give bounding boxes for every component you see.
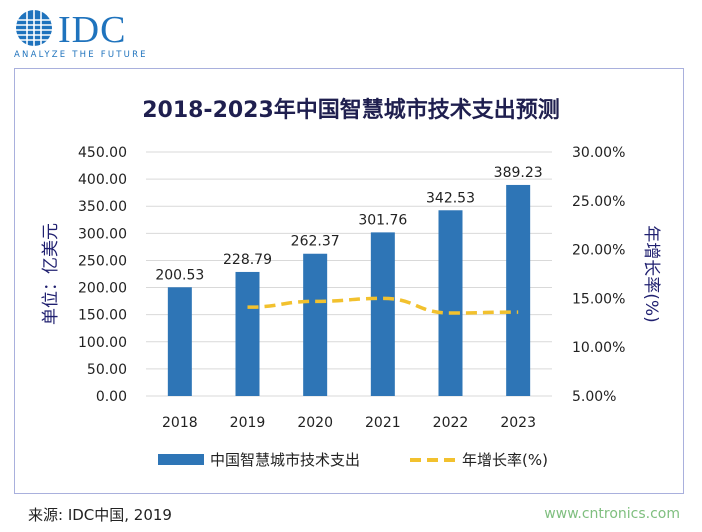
y-tick-label: 0.00 bbox=[96, 389, 127, 405]
y2-tick-label: 5.00% bbox=[572, 389, 616, 405]
y-tick-label: 150.00 bbox=[78, 308, 127, 324]
x-tick-label: 2023 bbox=[500, 415, 536, 431]
source-note: 来源: IDC中国, 2019 bbox=[28, 506, 172, 524]
y2-tick-label: 30.00% bbox=[572, 145, 625, 161]
y-tick-label: 200.00 bbox=[78, 281, 127, 297]
data-label: 301.76 bbox=[358, 212, 407, 228]
y-tick-label: 400.00 bbox=[78, 172, 127, 188]
chart-title: 2018-2023年中国智慧城市技术支出预测 bbox=[142, 98, 560, 123]
bar-2021 bbox=[370, 232, 395, 396]
chart-frame bbox=[14, 68, 684, 494]
bar-2018 bbox=[167, 287, 192, 396]
legend-label-line: 年增长率(%) bbox=[462, 451, 548, 469]
logo-text: IDC bbox=[58, 9, 127, 51]
growth-rate-line bbox=[247, 296, 519, 315]
x-tick-label: 2018 bbox=[162, 415, 198, 431]
globe-icon bbox=[16, 10, 52, 46]
y-axis-title: 单位：亿美元 bbox=[41, 223, 61, 325]
y-tick-label: 250.00 bbox=[78, 253, 127, 269]
bar-2020 bbox=[303, 253, 328, 396]
data-label: 389.23 bbox=[494, 165, 543, 181]
bar-2023 bbox=[506, 184, 531, 396]
y-tick-label: 50.00 bbox=[87, 362, 127, 378]
y2-axis-title: 年增长率(%) bbox=[641, 225, 661, 322]
x-tick-label: 2020 bbox=[297, 415, 333, 431]
data-label: 342.53 bbox=[426, 190, 475, 206]
y-tick-label: 300.00 bbox=[78, 226, 127, 242]
x-tick-label: 2019 bbox=[230, 415, 266, 431]
data-label: 262.37 bbox=[291, 234, 340, 250]
y-tick-label: 450.00 bbox=[78, 145, 127, 161]
y2-tick-label: 10.00% bbox=[572, 340, 625, 356]
x-tick-label: 2021 bbox=[365, 415, 401, 431]
y-tick-label: 100.00 bbox=[78, 335, 127, 351]
legend-label-bars: 中国智慧城市技术支出 bbox=[210, 451, 360, 469]
y2-tick-label: 25.00% bbox=[572, 194, 625, 210]
idc-logo: IDC ANALYZE THE FUTURE bbox=[14, 8, 174, 64]
bar-2022 bbox=[438, 210, 463, 396]
y2-tick-label: 20.00% bbox=[572, 243, 625, 259]
watermark: www.cntronics.com bbox=[544, 506, 680, 522]
x-tick-label: 2022 bbox=[433, 415, 469, 431]
y2-tick-label: 15.00% bbox=[572, 291, 625, 307]
logo-tagline: ANALYZE THE FUTURE bbox=[14, 50, 148, 60]
bar-2019 bbox=[235, 271, 260, 396]
data-label: 200.53 bbox=[155, 267, 204, 283]
legend-swatch-bars bbox=[158, 454, 204, 465]
data-label: 228.79 bbox=[223, 252, 272, 268]
y-tick-label: 350.00 bbox=[78, 199, 127, 215]
